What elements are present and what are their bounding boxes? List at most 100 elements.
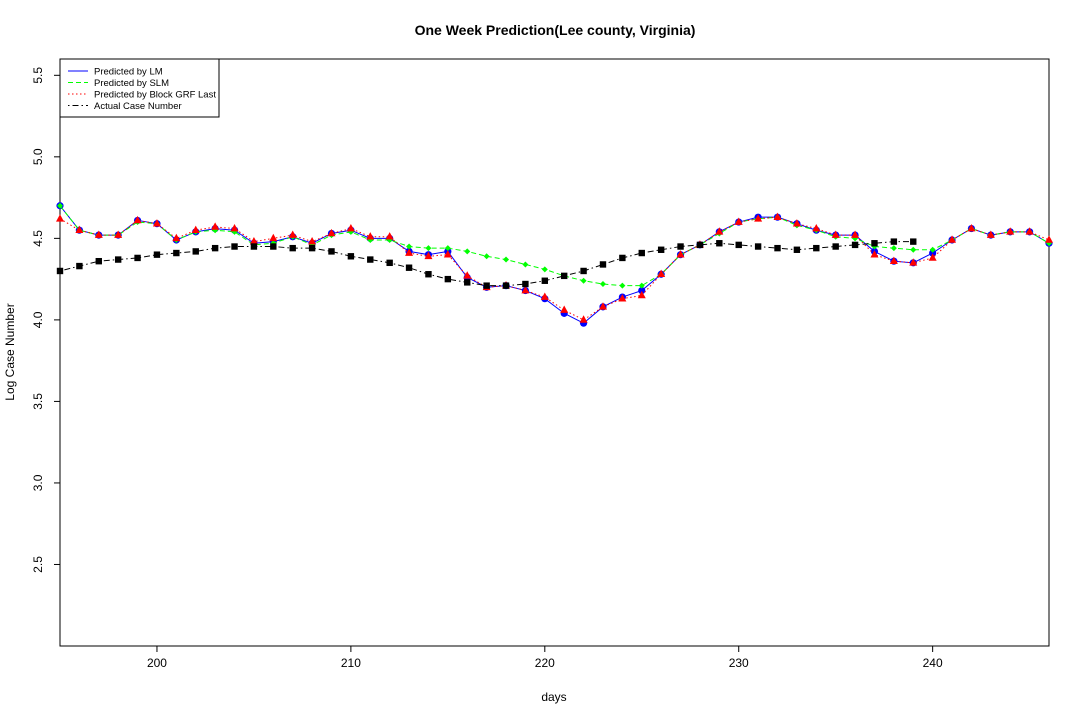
data-point (638, 249, 645, 257)
data-point (444, 245, 451, 252)
data-point (657, 269, 666, 278)
data-point (579, 315, 588, 323)
data-point (443, 250, 452, 258)
data-point (929, 246, 936, 253)
chart-title: One Week Prediction(Lee county, Virginia… (415, 22, 696, 38)
data-point (1045, 235, 1053, 243)
data-point (522, 280, 529, 288)
data-point (230, 223, 239, 232)
data-point (76, 262, 83, 270)
data-point (560, 305, 569, 313)
data-point (832, 243, 839, 250)
data-point (754, 243, 762, 250)
legend-label: Predicted by Block GRF Last (94, 89, 216, 100)
data-point (56, 267, 64, 275)
data-point (599, 281, 606, 288)
data-point (289, 244, 296, 252)
data-point (328, 248, 335, 255)
data-point (503, 256, 510, 263)
data-point (250, 243, 258, 250)
series-line (59, 241, 914, 287)
data-point (385, 232, 394, 240)
data-point (657, 246, 665, 253)
data-point (347, 253, 355, 260)
data-point (191, 225, 200, 234)
data-point (463, 271, 472, 279)
data-point (986, 230, 995, 238)
data-point (734, 217, 743, 225)
y-tick-label: 5.0 (31, 148, 45, 165)
data-point (521, 285, 530, 294)
legend-box (59, 58, 220, 118)
data-point (716, 240, 723, 247)
x-axis-label: days (541, 690, 566, 704)
legend-item-predicted-by-lm: Predicted by LM (68, 66, 163, 77)
data-point (95, 257, 102, 265)
data-point (1025, 227, 1034, 235)
data-point (366, 232, 375, 240)
data-point (792, 219, 801, 227)
plot-marks (56, 202, 1053, 327)
data-point (172, 233, 181, 242)
data-point (173, 249, 180, 257)
data-point (425, 245, 432, 252)
data-point (211, 244, 219, 252)
data-point (851, 230, 860, 238)
data-point (541, 266, 548, 273)
data-point (676, 250, 685, 258)
data-point (870, 250, 879, 258)
data-point (94, 230, 103, 238)
data-point (735, 241, 742, 249)
data-point (928, 253, 937, 261)
legend-label: Predicted by LM (94, 66, 163, 77)
data-point (502, 282, 510, 289)
data-point (464, 279, 471, 286)
data-point (133, 215, 142, 224)
data-point (308, 237, 317, 245)
series-line (59, 205, 1050, 324)
data-point (444, 275, 452, 283)
data-point (270, 243, 277, 250)
x-tick-label: 200 (147, 656, 167, 670)
data-point (540, 292, 549, 300)
data-point (560, 272, 568, 280)
data-point (75, 225, 84, 234)
data-point (522, 261, 529, 268)
series-predicted-by-slm (57, 202, 1052, 289)
data-point (598, 302, 607, 310)
x-tick-label: 210 (341, 656, 361, 670)
data-point (114, 230, 123, 238)
series-line (59, 216, 1050, 321)
data-point (910, 238, 917, 245)
data-point (134, 254, 141, 262)
data-point (774, 244, 781, 252)
data-point (580, 277, 587, 284)
data-point (890, 238, 898, 245)
x-axis: 200 210 220 230 240 (147, 646, 943, 670)
data-point (1006, 227, 1015, 235)
data-point (638, 286, 646, 295)
y-tick-label: 4.5 (31, 230, 45, 247)
data-point (871, 240, 878, 247)
data-point (288, 230, 297, 238)
x-tick-label: 220 (535, 656, 555, 670)
x-tick-label: 230 (729, 656, 749, 670)
data-point (367, 256, 374, 263)
data-point (929, 249, 937, 257)
legend-item-predicted-by-slm: Predicted by SLM (68, 78, 169, 89)
data-point (56, 214, 64, 222)
data-point (851, 241, 859, 249)
legend-item-predicted-by-block-grf-last: Predicted by Block GRF Last (68, 89, 216, 100)
data-point (424, 251, 433, 260)
plot-frame (59, 58, 1050, 647)
data-point (249, 237, 258, 245)
data-point (114, 256, 122, 263)
data-point (696, 241, 704, 249)
data-point (812, 223, 821, 232)
data-point (619, 254, 626, 262)
legend-label: Actual Case Number (94, 101, 182, 112)
data-point (677, 243, 684, 250)
data-point (153, 251, 161, 258)
